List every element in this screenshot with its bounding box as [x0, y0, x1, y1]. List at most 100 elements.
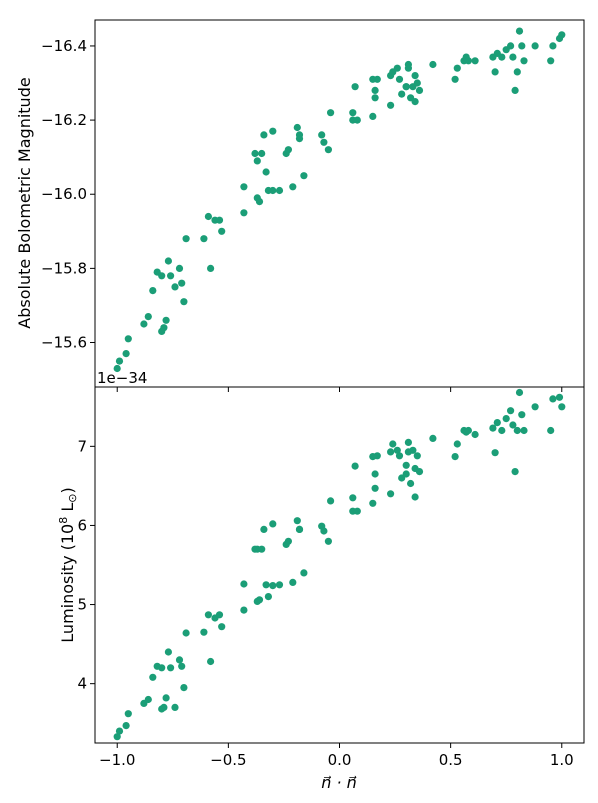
top-data-point: [200, 235, 208, 243]
bottom-data-point: [555, 393, 564, 401]
top-data-point: [284, 146, 292, 154]
top-y-tick-label: −16.4: [41, 37, 87, 55]
top-data-point: [124, 335, 132, 343]
bottom-x-ticks: −1.0 −0.5 0.0 0.5 1.0: [99, 743, 574, 769]
top-y-tick-label: −15.6: [41, 334, 87, 352]
top-data-point: [115, 357, 124, 365]
bottom-points: [113, 388, 566, 741]
bottom-data-point: [262, 581, 270, 589]
top-data-point: [295, 135, 304, 143]
top-data-point: [413, 79, 421, 87]
top-data-point: [178, 279, 186, 287]
top-data-point: [167, 272, 175, 280]
bottom-data-point: [258, 545, 266, 553]
bottom-data-point: [389, 440, 397, 448]
bottom-data-point: [491, 449, 499, 457]
top-data-point: [498, 53, 506, 61]
top-data-point: [251, 149, 259, 158]
bottom-data-point: [240, 580, 248, 588]
bottom-data-point: [464, 426, 472, 435]
bottom-data-point: [407, 479, 415, 488]
top-data-point: [320, 138, 328, 146]
top-data-point: [464, 57, 472, 65]
bottom-data-point: [518, 411, 526, 419]
top-y-tick-label: −16.0: [41, 185, 87, 203]
top-data-point: [262, 168, 270, 176]
top-points: [113, 27, 566, 373]
top-data-point: [369, 112, 377, 120]
top-data-point: [429, 60, 437, 69]
bottom-data-point: [320, 527, 328, 535]
top-data-point: [518, 42, 526, 50]
bottom-x-tick-label: 0.5: [439, 751, 463, 769]
bottom-data-point: [115, 727, 124, 735]
top-data-point: [269, 127, 277, 135]
top-data-point: [215, 216, 224, 224]
bottom-x-tick-label: −1.0: [99, 751, 135, 769]
top-data-point: [300, 172, 308, 180]
bottom-data-point: [240, 606, 248, 614]
bottom-data-point: [218, 623, 226, 631]
bottom-data-point: [411, 493, 419, 501]
top-data-point: [182, 235, 190, 243]
top-data-point: [402, 83, 410, 91]
bottom-data-point: [124, 710, 132, 718]
bottom-data-point: [324, 537, 332, 545]
bottom-data-point: [289, 578, 297, 587]
top-y-tick-label: −15.8: [41, 259, 87, 277]
top-data-point: [260, 131, 268, 139]
top-y-axis-label: Absolute Bolometric Magnitude: [15, 77, 34, 328]
bottom-y-axis-label: Luminosity (108 L⊙): [57, 487, 79, 642]
bottom-y-tick-label: 4: [77, 675, 87, 693]
top-data-point: [158, 272, 166, 280]
bottom-data-point: [180, 684, 188, 692]
bottom-data-point: [284, 537, 292, 545]
top-data-point: [511, 86, 519, 94]
top-data-point: [269, 186, 277, 195]
bottom-data-point: [353, 507, 361, 515]
top-data-point: [411, 98, 419, 106]
top-data-point: [160, 324, 168, 332]
top-data-point: [531, 42, 539, 50]
bottom-x-tick-label: 1.0: [550, 751, 574, 769]
bottom-data-point: [255, 596, 264, 604]
bottom-data-point: [451, 453, 459, 461]
bottom-data-point: [171, 703, 179, 712]
bottom-data-point: [113, 733, 121, 741]
bottom-data-point: [369, 499, 377, 507]
top-data-point: [515, 27, 524, 35]
bottom-data-point: [498, 426, 506, 435]
top-data-point: [353, 116, 361, 124]
bottom-panel: 1e−34 4 5 6 7 −1.0 −0.5 0.0 0.5 1.0 Luminosity …: [57, 369, 585, 792]
top-data-point: [162, 316, 170, 324]
top-data-point: [547, 57, 555, 65]
bottom-y-axis-label-unit: L: [58, 503, 77, 517]
top-data-point: [451, 75, 459, 83]
top-data-point: [240, 209, 248, 217]
bottom-data-point: [387, 448, 395, 456]
top-data-point: [513, 68, 521, 76]
bottom-data-point: [215, 611, 224, 619]
top-data-point: [289, 183, 297, 191]
top-data-point: [471, 57, 479, 65]
top-data-point: [373, 75, 381, 83]
top-data-point: [171, 283, 179, 291]
bottom-data-point: [293, 517, 301, 525]
top-data-point: [349, 109, 357, 117]
bottom-data-point: [371, 470, 379, 478]
bottom-data-point: [207, 657, 215, 666]
bottom-data-point: [471, 430, 479, 439]
top-data-point: [507, 42, 515, 50]
top-data-point: [520, 57, 528, 65]
top-data-point: [180, 298, 188, 306]
bottom-data-point: [164, 648, 172, 656]
top-data-point: [509, 53, 517, 61]
bottom-y-axis-label-close: ): [58, 487, 77, 493]
bottom-data-point: [144, 695, 152, 704]
top-data-point: [324, 146, 332, 154]
bottom-y-tick-label: 6: [77, 516, 87, 534]
bottom-data-point: [300, 569, 308, 577]
bottom-data-point: [413, 452, 421, 460]
top-data-point: [395, 75, 404, 83]
